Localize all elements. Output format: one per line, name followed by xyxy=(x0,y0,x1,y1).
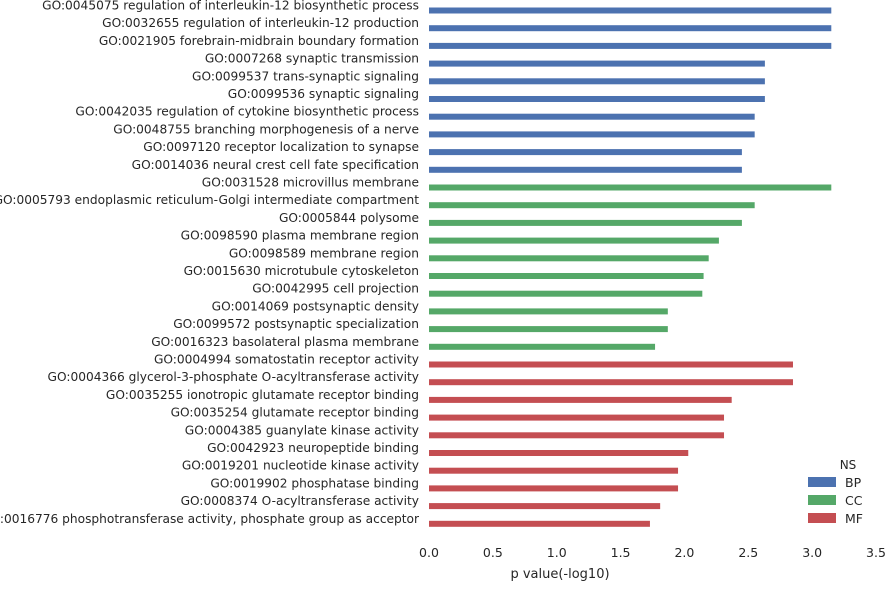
x-tick-label: 1.5 xyxy=(611,545,631,560)
bar xyxy=(429,414,725,421)
category-label: GO:0048755 branching morphogenesis of a … xyxy=(113,122,419,136)
category-label: GO:0021905 forebrain-midbrain boundary f… xyxy=(99,34,419,48)
x-axis-ticks: 0.0 0.5 1.0 1.5 2.0 2.5 3.0 3.5 xyxy=(419,545,886,560)
x-tick-label: 0.0 xyxy=(419,545,439,560)
legend-label: MF xyxy=(845,511,863,526)
bar xyxy=(429,432,725,439)
category-label: GO:0014036 neural crest cell fate specif… xyxy=(132,158,419,172)
legend-label: CC xyxy=(845,493,863,508)
bar xyxy=(429,308,668,315)
x-tick-label: 2.5 xyxy=(738,545,758,560)
category-label: GO:0035254 glutamate receptor binding xyxy=(171,406,419,420)
category-label: GO:0014069 postsynaptic density xyxy=(212,299,419,313)
bar xyxy=(429,273,704,279)
bar xyxy=(429,520,650,527)
legend-swatch xyxy=(808,513,836,523)
category-labels: GO:0045075 regulation of interleukin-12 … xyxy=(0,0,420,526)
category-label: GO:0015630 microtubule cytoskeleton xyxy=(184,264,419,278)
category-label: GO:0042923 neuropeptide binding xyxy=(207,441,419,455)
bar xyxy=(429,25,832,32)
bar xyxy=(429,184,832,191)
category-label: GO:0005793 endoplasmic reticulum-Golgi i… xyxy=(0,193,419,207)
category-label: GO:0099536 synaptic signaling xyxy=(228,87,419,101)
bar xyxy=(429,131,755,138)
legend-swatch xyxy=(808,495,836,505)
category-label: GO:0032655 regulation of interleukin-12 … xyxy=(102,16,419,30)
bar xyxy=(429,485,679,492)
category-label: GO:0097120 receptor localization to syna… xyxy=(143,140,419,154)
x-tick-label: 3.5 xyxy=(866,545,886,560)
bar xyxy=(429,343,656,350)
bar xyxy=(429,396,732,403)
bar xyxy=(429,290,703,297)
bar xyxy=(429,255,709,262)
bar xyxy=(429,467,679,474)
bar xyxy=(429,237,719,244)
category-label: GO:0045075 regulation of interleukin-12 … xyxy=(42,0,419,13)
bar xyxy=(429,326,668,333)
category-label: GO:0004994 somatostatin receptor activit… xyxy=(154,353,419,367)
category-label: GO:0005844 polysome xyxy=(279,211,419,225)
bar xyxy=(429,42,832,49)
bar xyxy=(429,361,793,368)
category-label: GO:0098590 plasma membrane region xyxy=(181,229,419,243)
legend: NS BP CC MF xyxy=(808,458,863,526)
category-label: GO:0098589 membrane region xyxy=(229,246,419,260)
category-label: GO:0031528 microvillus membrane xyxy=(202,176,419,190)
category-label: GO:0016776 phosphotransferase activity, … xyxy=(0,512,420,526)
bar xyxy=(429,450,689,456)
bar xyxy=(429,60,765,67)
bar xyxy=(429,96,765,102)
legend-swatch xyxy=(808,477,836,487)
category-label: GO:0099572 postsynaptic specialization xyxy=(173,317,419,331)
bar xyxy=(429,113,755,120)
category-label: GO:0004385 guanylate kinase activity xyxy=(185,423,419,437)
bars-layer xyxy=(429,7,832,527)
category-label: GO:0042035 regulation of cytokine biosyn… xyxy=(75,105,419,119)
category-label: GO:0007268 synaptic transmission xyxy=(205,52,419,66)
bar xyxy=(429,166,742,173)
legend-label: BP xyxy=(845,475,862,490)
category-label: GO:0016323 basolateral plasma membrane xyxy=(151,335,419,349)
x-axis-label: p value(-log10) xyxy=(510,567,609,582)
category-label: GO:0008374 O-acyltransferase activity xyxy=(181,494,419,508)
category-label: GO:0099537 trans-synaptic signaling xyxy=(192,69,419,83)
bar xyxy=(429,202,755,209)
bar xyxy=(429,7,832,14)
category-label: GO:0035255 ionotropic glutamate receptor… xyxy=(106,388,419,402)
x-tick-label: 3.0 xyxy=(802,545,822,560)
category-label: GO:0019201 nucleotide kinase activity xyxy=(182,459,419,473)
bar xyxy=(429,78,765,85)
x-tick-label: 2.0 xyxy=(674,545,694,560)
bar xyxy=(429,219,742,226)
bar xyxy=(429,379,793,386)
category-label: GO:0019902 phosphatase binding xyxy=(210,476,419,490)
category-label: GO:0042995 cell projection xyxy=(252,282,419,296)
x-tick-label: 0.5 xyxy=(483,545,503,560)
category-label: GO:0004366 glycerol-3-phosphate O-acyltr… xyxy=(48,370,419,384)
x-tick-label: 1.0 xyxy=(547,545,567,560)
bar xyxy=(429,503,661,510)
bar xyxy=(429,149,742,156)
legend-title: NS xyxy=(840,458,857,472)
